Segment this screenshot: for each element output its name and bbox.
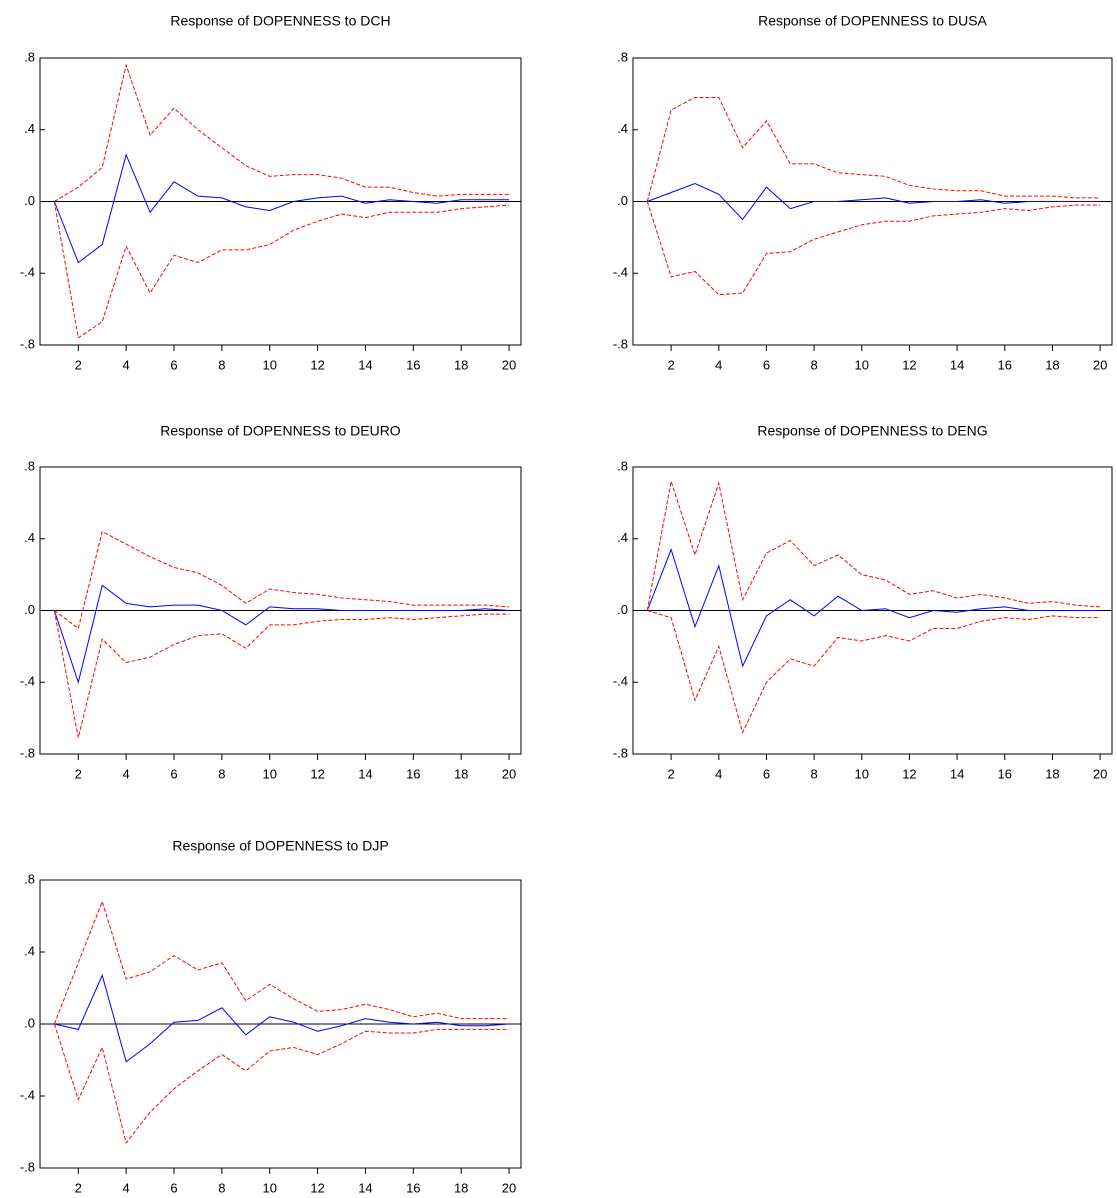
y-tick-label: .4 bbox=[24, 943, 35, 958]
x-tick-label: 10 bbox=[262, 1180, 276, 1193]
x-tick-label: 8 bbox=[218, 766, 225, 781]
y-tick-label: -.4 bbox=[20, 674, 35, 689]
x-tick-label: 16 bbox=[406, 766, 420, 781]
charts: Response of DOPENNESS to DCH .8 .4 .0 -.4 -.8… bbox=[0, 0, 1117, 1193]
chart-title: Response of DOPENNESS to DUSA bbox=[758, 13, 987, 29]
x-tick-label: 2 bbox=[668, 357, 675, 372]
x-tick-label: 10 bbox=[262, 357, 276, 372]
x-tick-label: 20 bbox=[502, 357, 516, 372]
series-line bbox=[54, 65, 509, 201]
x-tick-label: 8 bbox=[218, 357, 225, 372]
x-tick-label: 8 bbox=[218, 1180, 225, 1193]
y-tick-label: -.4 bbox=[613, 674, 628, 689]
series-line bbox=[54, 902, 509, 1024]
chart-title: Response of DOPENNESS to DJP bbox=[172, 838, 388, 854]
x-tick-label: 14 bbox=[358, 766, 372, 781]
x-tick-label: 20 bbox=[502, 1180, 516, 1193]
x-tick-label: 20 bbox=[502, 766, 516, 781]
x-tick-label: 20 bbox=[1093, 766, 1107, 781]
y-tick-label: .8 bbox=[24, 871, 35, 886]
series-line bbox=[54, 585, 509, 682]
x-tick-label: 12 bbox=[310, 1180, 324, 1193]
y-tick-label: .8 bbox=[24, 458, 35, 473]
x-tick-label: 18 bbox=[1045, 766, 1059, 781]
x-tick-label: 2 bbox=[668, 766, 675, 781]
y-tick-label: .0 bbox=[24, 602, 35, 617]
y-tick-label: -.8 bbox=[613, 745, 628, 760]
x-tick-label: 18 bbox=[454, 1180, 468, 1193]
x-tick-label: 6 bbox=[170, 357, 177, 372]
x-tick-label: 18 bbox=[454, 766, 468, 781]
x-tick-label: 10 bbox=[262, 766, 276, 781]
series-line bbox=[54, 1024, 509, 1143]
x-tick-label: 2 bbox=[75, 1180, 82, 1193]
x-tick-label: 14 bbox=[950, 766, 964, 781]
y-tick-label: .4 bbox=[617, 530, 628, 545]
x-tick-label: 6 bbox=[763, 766, 770, 781]
x-tick-label: 12 bbox=[310, 357, 324, 372]
y-tick-label: .8 bbox=[617, 49, 628, 64]
y-tick-label: -.8 bbox=[20, 336, 35, 351]
x-tick-label: 8 bbox=[810, 357, 817, 372]
x-tick-label: 6 bbox=[170, 766, 177, 781]
chart-title: Response of DOPENNESS to DEURO bbox=[160, 423, 401, 439]
series-line bbox=[647, 202, 1100, 295]
x-tick-label: 4 bbox=[715, 766, 722, 781]
chart-panel: Response of DOPENNESS to DCH .8 .4 .0 -.4 -.8… bbox=[20, 13, 521, 373]
x-tick-label: 16 bbox=[998, 357, 1012, 372]
y-tick-label: .0 bbox=[24, 1015, 35, 1030]
y-tick-label: -.8 bbox=[613, 336, 628, 351]
y-tick-label: -.8 bbox=[20, 745, 35, 760]
y-tick-label: .4 bbox=[24, 530, 35, 545]
x-tick-label: 10 bbox=[855, 766, 869, 781]
y-tick-label: -.4 bbox=[613, 265, 628, 280]
y-tick-label: .0 bbox=[617, 193, 628, 208]
chart-title: Response of DOPENNESS to DCH bbox=[170, 13, 390, 29]
series-line bbox=[54, 155, 509, 263]
y-tick-label: .4 bbox=[617, 121, 628, 136]
x-tick-label: 12 bbox=[902, 357, 916, 372]
chart-panel: Response of DOPENNESS to DUSA .8 .4 .0 -.4 -.… bbox=[613, 13, 1112, 373]
y-tick-label: -.8 bbox=[20, 1159, 35, 1174]
chart-panel: Response of DOPENNESS to DEURO .8 .4 .0 -.4 -… bbox=[20, 423, 521, 782]
series-line bbox=[54, 611, 509, 738]
x-tick-label: 8 bbox=[810, 766, 817, 781]
x-tick-label: 14 bbox=[358, 1180, 372, 1193]
x-tick-label: 18 bbox=[1045, 357, 1059, 372]
x-tick-label: 18 bbox=[454, 357, 468, 372]
x-tick-label: 4 bbox=[715, 357, 722, 372]
x-tick-label: 14 bbox=[950, 357, 964, 372]
x-tick-label: 4 bbox=[123, 357, 130, 372]
chart-panel: Response of DOPENNESS to DJP .8 .4 .0 -.4 -.8… bbox=[20, 838, 521, 1193]
series-line bbox=[647, 611, 1100, 733]
series-line bbox=[647, 550, 1100, 667]
x-tick-label: 12 bbox=[310, 766, 324, 781]
y-tick-label: .8 bbox=[24, 49, 35, 64]
series-line bbox=[647, 481, 1100, 610]
series-line bbox=[647, 97, 1100, 201]
x-tick-label: 2 bbox=[75, 357, 82, 372]
x-tick-label: 6 bbox=[170, 1180, 177, 1193]
series-line bbox=[54, 532, 509, 629]
x-tick-label: 4 bbox=[123, 766, 130, 781]
x-tick-label: 12 bbox=[902, 766, 916, 781]
y-tick-label: .4 bbox=[24, 121, 35, 136]
y-tick-label: .8 bbox=[617, 458, 628, 473]
x-tick-label: 16 bbox=[406, 357, 420, 372]
x-tick-label: 10 bbox=[855, 357, 869, 372]
y-tick-label: .0 bbox=[24, 193, 35, 208]
y-tick-label: -.4 bbox=[20, 265, 35, 280]
x-tick-label: 16 bbox=[406, 1180, 420, 1193]
y-tick-label: .0 bbox=[617, 602, 628, 617]
x-tick-label: 2 bbox=[75, 766, 82, 781]
x-tick-label: 6 bbox=[763, 357, 770, 372]
y-tick-label: -.4 bbox=[20, 1087, 35, 1102]
chart-title: Response of DOPENNESS to DENG bbox=[757, 423, 987, 439]
series-line bbox=[54, 202, 509, 338]
x-tick-label: 4 bbox=[123, 1180, 130, 1193]
x-tick-label: 14 bbox=[358, 357, 372, 372]
chart-panel: Response of DOPENNESS to DENG .8 .4 .0 -.4 -.… bbox=[613, 423, 1112, 782]
x-tick-label: 20 bbox=[1093, 357, 1107, 372]
x-tick-label: 16 bbox=[998, 766, 1012, 781]
